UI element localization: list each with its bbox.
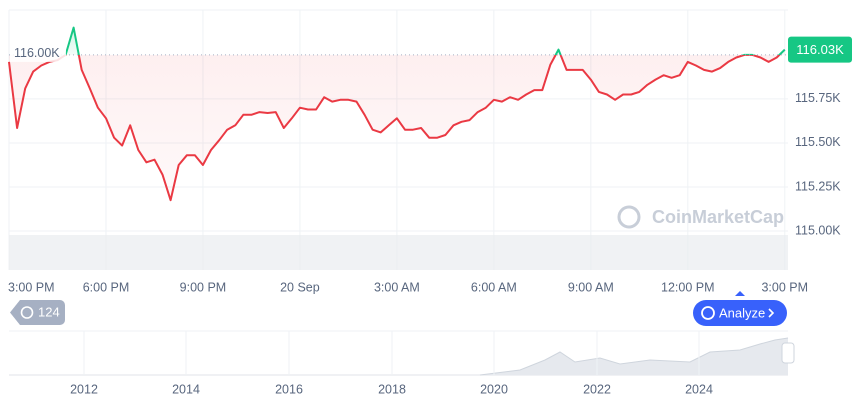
price-line xyxy=(8,26,786,202)
plot xyxy=(8,26,786,202)
navigator: 2012 2014 2016 2018 2020 2022 2024 xyxy=(9,330,795,396)
history-count: 124 xyxy=(38,304,60,319)
analyze-button[interactable]: Analyze xyxy=(693,291,787,326)
navigator-label: 2012 xyxy=(70,382,98,396)
baseline-label: 116.00K xyxy=(14,46,60,60)
area xyxy=(9,27,785,201)
analyze-label: Analyze xyxy=(719,305,765,320)
navigator-label: 2022 xyxy=(583,382,611,396)
history-badge[interactable]: 124 xyxy=(10,300,65,325)
watermark-text: CoinMarketCap xyxy=(652,207,784,227)
x-tick-label: 3:00 PM xyxy=(8,280,55,294)
y-tick-label: 115.75K xyxy=(795,91,841,105)
grid xyxy=(8,9,788,270)
x-tick-label: 12:00 PM xyxy=(661,280,715,294)
navigator-label: 2024 xyxy=(685,382,713,396)
x-tick-label: 20 Sep xyxy=(280,280,320,294)
navigator-label: 2018 xyxy=(378,382,406,396)
navigator-label: 2020 xyxy=(480,382,508,396)
y-tick-label: 115.00K xyxy=(795,223,841,237)
x-tick-label: 3:00 PM xyxy=(761,280,808,294)
x-tick-label: 3:00 AM xyxy=(374,280,420,294)
x-tick-label: 6:00 AM xyxy=(471,280,517,294)
x-tick-label: 6:00 PM xyxy=(83,280,130,294)
volume-bars xyxy=(9,235,788,270)
x-tick-label: 9:00 AM xyxy=(568,280,614,294)
y-tick-label: 115.50K xyxy=(795,135,841,149)
navigator-label: 2014 xyxy=(172,382,200,396)
x-tick-label: 9:00 PM xyxy=(180,280,227,294)
watermark: CoinMarketCap xyxy=(617,205,784,229)
baseline-label-bg xyxy=(10,45,66,62)
current-price-label: 116.03K xyxy=(796,42,844,57)
navigator-label: 2016 xyxy=(275,382,303,396)
current-price: 116.03K xyxy=(788,36,852,63)
y-tick-label: 115.25K xyxy=(795,179,841,193)
current-price-badge xyxy=(788,36,852,63)
